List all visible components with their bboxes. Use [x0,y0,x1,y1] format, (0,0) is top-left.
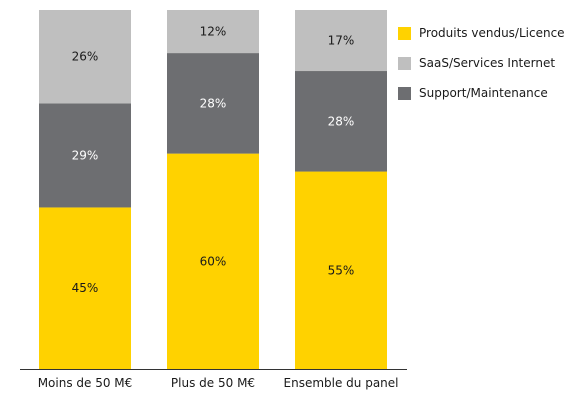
bar-segment [167,153,259,369]
bar-segment [39,207,131,369]
data-label: 28% [328,114,355,128]
data-label: 26% [72,50,99,64]
bar-segment [39,10,131,104]
x-tick-label: Moins de 50 M€ [38,376,133,390]
bar-segment [167,10,259,54]
bar-segment [295,10,387,72]
data-label: 12% [200,25,227,39]
legend-item-support: Support/Maintenance [398,86,572,100]
legend-label-produits: Produits vendus/Licence [419,26,565,40]
legend-item-saas: SaaS/Services Internet [398,56,572,70]
bar-segment [167,53,259,154]
chart-legend: Produits vendus/Licence SaaS/Services In… [398,26,572,116]
bar-segment [295,71,387,172]
bar-segment [295,171,387,369]
data-label: 28% [200,96,227,110]
data-label: 55% [328,263,355,277]
legend-label-support: Support/Maintenance [419,86,548,100]
data-label: 17% [328,34,355,48]
x-tick-label: Plus de 50 M€ [171,376,255,390]
legend-item-produits: Produits vendus/Licence [398,26,572,40]
data-label: 29% [72,148,99,162]
bar-segment [39,103,131,208]
data-label: 60% [200,254,227,268]
legend-label-saas: SaaS/Services Internet [419,56,556,70]
data-label: 45% [72,281,99,295]
legend-swatch-produits [398,26,411,40]
legend-swatch-saas [398,56,411,70]
x-tick-label: Ensemble du panel [284,376,399,390]
legend-swatch-support [398,86,411,100]
